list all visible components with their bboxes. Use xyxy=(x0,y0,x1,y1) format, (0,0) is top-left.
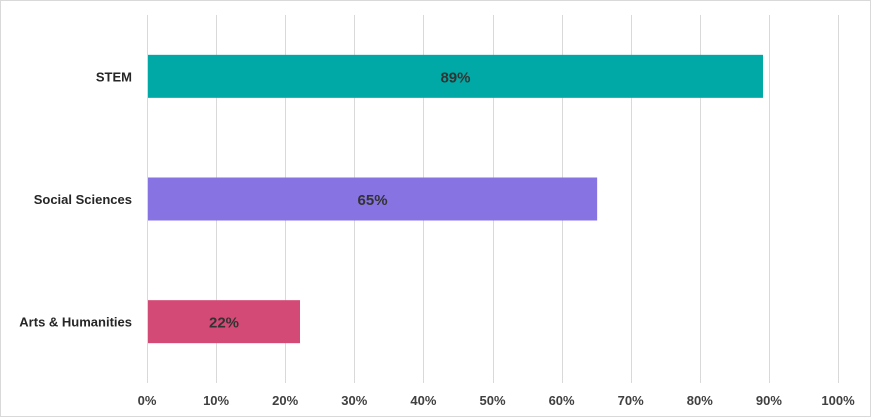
x-tick-label: 80% xyxy=(687,393,713,408)
bars xyxy=(148,54,763,344)
x-tick-label: 60% xyxy=(549,393,575,408)
bar-data-label: 89% xyxy=(440,69,470,86)
bar-data-label: 22% xyxy=(209,315,239,332)
x-tick-label: 50% xyxy=(479,393,505,408)
x-tick-label: 10% xyxy=(203,393,229,408)
x-tick-label: 100% xyxy=(821,393,855,408)
x-tick-label: 40% xyxy=(410,393,436,408)
category-label: STEM xyxy=(96,69,132,84)
bar xyxy=(148,300,301,344)
bar xyxy=(148,54,763,98)
x-tick-label: 90% xyxy=(756,393,782,408)
category-label: Arts & Humanities xyxy=(19,315,132,330)
category-axis: STEM Social Sciences Arts & Humanities xyxy=(19,69,132,329)
data-labels: 89% 65% 22% xyxy=(209,69,471,331)
x-tick-label: 0% xyxy=(138,393,157,408)
x-tick-label: 30% xyxy=(341,393,367,408)
category-label: Social Sciences xyxy=(34,192,132,207)
bar-data-label: 65% xyxy=(358,192,388,209)
x-tick-label: 70% xyxy=(618,393,644,408)
bar xyxy=(148,177,598,221)
x-tick-label: 20% xyxy=(272,393,298,408)
value-axis: 0% 10% 20% 30% 40% 50% 60% 70% 80% 90% 100% xyxy=(138,393,855,408)
